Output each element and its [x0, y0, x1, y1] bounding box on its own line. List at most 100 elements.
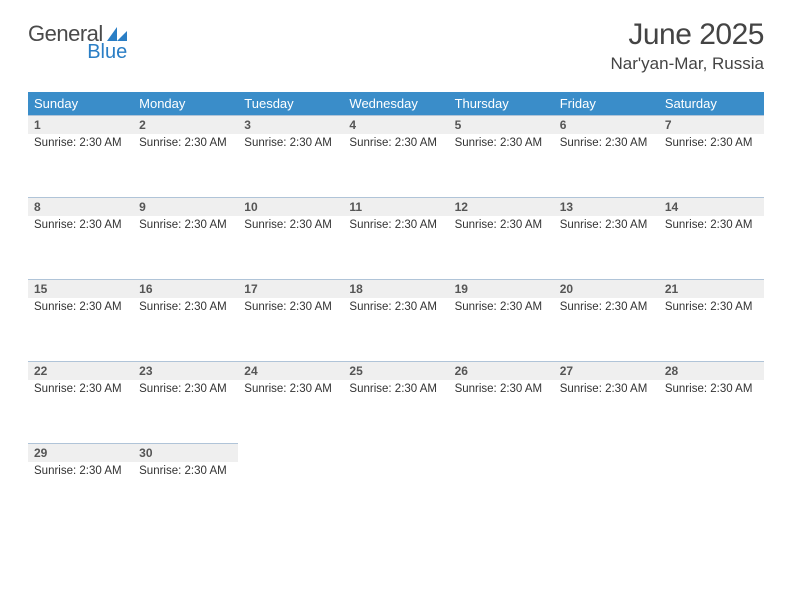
calendar-cell: 4Sunrise: 2:30 AM — [343, 115, 448, 197]
day-info: Sunrise: 2:30 AM — [28, 298, 133, 317]
calendar-cell: 16Sunrise: 2:30 AM — [133, 279, 238, 361]
calendar-cell — [449, 443, 554, 525]
day-info: Sunrise: 2:30 AM — [238, 216, 343, 235]
calendar-week: 29Sunrise: 2:30 AM30Sunrise: 2:30 AM — [28, 443, 764, 525]
logo-text: General Blue — [28, 24, 127, 62]
calendar-week: 8Sunrise: 2:30 AM9Sunrise: 2:30 AM10Sunr… — [28, 197, 764, 279]
day-header: Thursday — [449, 92, 554, 115]
day-info: Sunrise: 2:30 AM — [343, 380, 448, 399]
day-number: 13 — [554, 197, 659, 216]
day-info: Sunrise: 2:30 AM — [133, 298, 238, 317]
day-number: 21 — [659, 279, 764, 298]
day-header: Tuesday — [238, 92, 343, 115]
day-info: Sunrise: 2:30 AM — [659, 216, 764, 235]
day-info: Sunrise: 2:30 AM — [554, 134, 659, 153]
day-header: Saturday — [659, 92, 764, 115]
day-number: 2 — [133, 115, 238, 134]
calendar-cell: 2Sunrise: 2:30 AM — [133, 115, 238, 197]
day-info: Sunrise: 2:30 AM — [343, 134, 448, 153]
calendar-cell: 7Sunrise: 2:30 AM — [659, 115, 764, 197]
calendar-cell: 30Sunrise: 2:30 AM — [133, 443, 238, 525]
day-info: Sunrise: 2:30 AM — [554, 298, 659, 317]
calendar-cell — [343, 443, 448, 525]
day-number: 6 — [554, 115, 659, 134]
calendar-cell: 18Sunrise: 2:30 AM — [343, 279, 448, 361]
calendar-cell: 12Sunrise: 2:30 AM — [449, 197, 554, 279]
day-info: Sunrise: 2:30 AM — [659, 380, 764, 399]
day-number: 30 — [133, 443, 238, 462]
day-info: Sunrise: 2:30 AM — [133, 134, 238, 153]
day-number: 25 — [343, 361, 448, 380]
day-number: 9 — [133, 197, 238, 216]
day-info: Sunrise: 2:30 AM — [554, 216, 659, 235]
day-info: Sunrise: 2:30 AM — [238, 134, 343, 153]
day-header-row: SundayMondayTuesdayWednesdayThursdayFrid… — [28, 92, 764, 115]
calendar-cell: 27Sunrise: 2:30 AM — [554, 361, 659, 443]
day-info: Sunrise: 2:30 AM — [449, 298, 554, 317]
day-number: 28 — [659, 361, 764, 380]
calendar-cell: 23Sunrise: 2:30 AM — [133, 361, 238, 443]
calendar-cell: 13Sunrise: 2:30 AM — [554, 197, 659, 279]
day-header: Wednesday — [343, 92, 448, 115]
day-number: 12 — [449, 197, 554, 216]
day-number: 4 — [343, 115, 448, 134]
calendar-cell — [659, 443, 764, 525]
calendar-cell: 8Sunrise: 2:30 AM — [28, 197, 133, 279]
calendar-cell: 10Sunrise: 2:30 AM — [238, 197, 343, 279]
calendar-cell: 26Sunrise: 2:30 AM — [449, 361, 554, 443]
day-info: Sunrise: 2:30 AM — [343, 216, 448, 235]
calendar-cell — [554, 443, 659, 525]
day-number: 14 — [659, 197, 764, 216]
day-info: Sunrise: 2:30 AM — [133, 380, 238, 399]
day-header: Monday — [133, 92, 238, 115]
calendar-cell: 24Sunrise: 2:30 AM — [238, 361, 343, 443]
day-header: Sunday — [28, 92, 133, 115]
calendar-cell: 5Sunrise: 2:30 AM — [449, 115, 554, 197]
day-info: Sunrise: 2:30 AM — [449, 216, 554, 235]
day-info: Sunrise: 2:30 AM — [343, 298, 448, 317]
day-info: Sunrise: 2:30 AM — [238, 298, 343, 317]
calendar-cell: 19Sunrise: 2:30 AM — [449, 279, 554, 361]
calendar-cell: 20Sunrise: 2:30 AM — [554, 279, 659, 361]
calendar-cell: 21Sunrise: 2:30 AM — [659, 279, 764, 361]
day-number: 8 — [28, 197, 133, 216]
calendar-table: SundayMondayTuesdayWednesdayThursdayFrid… — [28, 92, 764, 525]
calendar-cell: 17Sunrise: 2:30 AM — [238, 279, 343, 361]
day-number: 15 — [28, 279, 133, 298]
calendar-cell — [238, 443, 343, 525]
day-number: 3 — [238, 115, 343, 134]
calendar-body: 1Sunrise: 2:30 AM2Sunrise: 2:30 AM3Sunri… — [28, 115, 764, 525]
day-number: 7 — [659, 115, 764, 134]
title-block: June 2025 Nar'yan-Mar, Russia — [611, 18, 764, 74]
calendar-cell: 11Sunrise: 2:30 AM — [343, 197, 448, 279]
calendar-cell: 28Sunrise: 2:30 AM — [659, 361, 764, 443]
day-number: 24 — [238, 361, 343, 380]
logo-mark-icon — [107, 27, 127, 41]
day-number: 26 — [449, 361, 554, 380]
calendar-cell: 9Sunrise: 2:30 AM — [133, 197, 238, 279]
day-number: 5 — [449, 115, 554, 134]
calendar-week: 22Sunrise: 2:30 AM23Sunrise: 2:30 AM24Su… — [28, 361, 764, 443]
day-info: Sunrise: 2:30 AM — [28, 134, 133, 153]
logo: General Blue — [28, 18, 127, 62]
day-info: Sunrise: 2:30 AM — [133, 462, 238, 481]
day-info: Sunrise: 2:30 AM — [659, 298, 764, 317]
day-info: Sunrise: 2:30 AM — [449, 134, 554, 153]
day-number: 16 — [133, 279, 238, 298]
calendar-week: 15Sunrise: 2:30 AM16Sunrise: 2:30 AM17Su… — [28, 279, 764, 361]
day-number: 20 — [554, 279, 659, 298]
day-number: 22 — [28, 361, 133, 380]
day-info: Sunrise: 2:30 AM — [449, 380, 554, 399]
day-number: 11 — [343, 197, 448, 216]
calendar-cell: 22Sunrise: 2:30 AM — [28, 361, 133, 443]
day-number: 1 — [28, 115, 133, 134]
calendar-cell: 3Sunrise: 2:30 AM — [238, 115, 343, 197]
day-number: 23 — [133, 361, 238, 380]
calendar-cell: 25Sunrise: 2:30 AM — [343, 361, 448, 443]
day-number: 18 — [343, 279, 448, 298]
location-text: Nar'yan-Mar, Russia — [611, 54, 764, 74]
calendar-cell: 15Sunrise: 2:30 AM — [28, 279, 133, 361]
day-number: 17 — [238, 279, 343, 298]
day-info: Sunrise: 2:30 AM — [554, 380, 659, 399]
header: General Blue June 2025 Nar'yan-Mar, Russ… — [28, 18, 764, 74]
